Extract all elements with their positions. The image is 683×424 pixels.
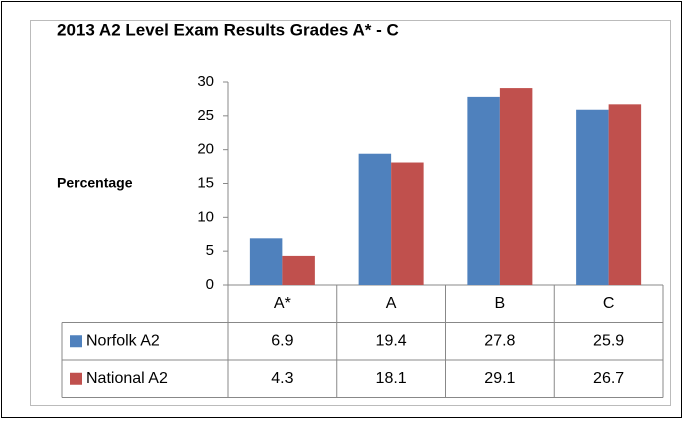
x-tick-label: C [603,295,615,312]
chart-title: 2013 A2 Level Exam Results Grades A* - C [57,20,399,39]
x-tick-label: B [495,295,506,312]
y-tick-label: 10 [197,208,214,225]
y-tick-label: 25 [197,107,214,124]
bar [391,162,424,285]
bar [358,153,392,285]
y-tick-label: 5 [206,242,214,259]
chart-area-border [30,20,671,406]
table-value: 26.7 [593,370,624,387]
bar [576,109,609,285]
legend-label: National A2 [86,370,168,387]
table-value: 27.8 [484,332,515,349]
y-axis-title: Percentage [57,175,133,191]
y-tick-label: 15 [197,174,214,191]
table-value: 6.9 [271,332,293,349]
x-tick-label: A [386,295,397,312]
legend-key [70,372,82,385]
bar [499,88,533,285]
table-value: 4.3 [271,370,293,387]
y-tick-label: 30 [197,73,214,90]
table-value: 19.4 [376,332,407,349]
legend-label: Norfolk A2 [86,332,160,349]
table-value: 25.9 [593,332,624,349]
table-value: 29.1 [484,370,515,387]
bar [249,238,283,285]
y-tick-label: 20 [197,141,214,158]
bar [282,255,315,285]
bar [467,96,500,286]
bar [608,104,642,285]
x-tick-label: A* [274,295,291,312]
y-tick-label: 0 [206,276,214,293]
table-value: 18.1 [376,370,407,387]
legend-key [70,335,82,348]
